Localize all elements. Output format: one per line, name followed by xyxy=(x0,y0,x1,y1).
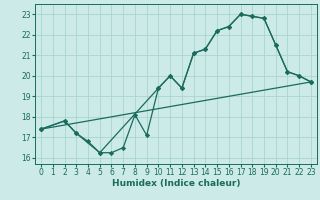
X-axis label: Humidex (Indice chaleur): Humidex (Indice chaleur) xyxy=(112,179,240,188)
